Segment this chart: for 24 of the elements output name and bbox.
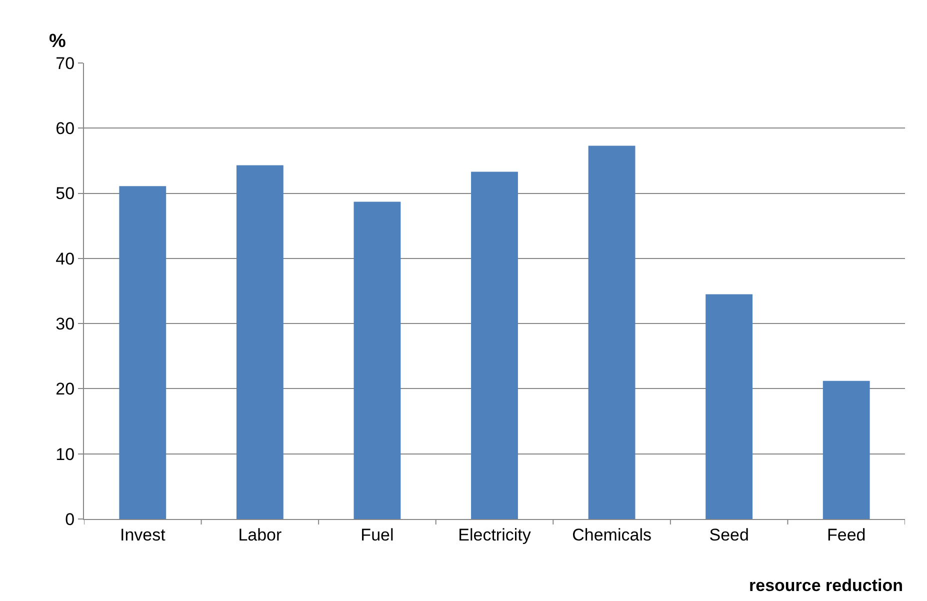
y-tick-label: 60	[56, 119, 75, 138]
y-axis-title: %	[49, 31, 66, 52]
x-tick-label: Invest	[120, 525, 166, 544]
bar	[354, 202, 401, 519]
x-tick-label: Chemicals	[572, 525, 652, 544]
x-tick-label: Labor	[238, 525, 282, 544]
bar	[822, 380, 870, 519]
x-axis-title: resource reduction	[749, 576, 903, 595]
x-tick-label: Feed	[826, 525, 866, 544]
bar	[588, 146, 636, 519]
bar	[119, 186, 166, 519]
bar	[471, 172, 518, 519]
x-tick-label: Electricity	[458, 525, 532, 544]
y-tick-label: 40	[56, 249, 75, 268]
bar	[236, 165, 284, 519]
y-tick-label: 30	[56, 314, 75, 334]
y-tick-label: 50	[56, 184, 75, 204]
y-tick-label: 70	[56, 54, 75, 73]
x-tick-label: Fuel	[360, 525, 394, 544]
x-tick-label: Seed	[709, 525, 749, 544]
y-tick-label: 0	[65, 510, 75, 529]
y-tick-label: 20	[56, 380, 75, 399]
bar	[706, 294, 753, 519]
y-tick-label: 10	[56, 444, 75, 464]
